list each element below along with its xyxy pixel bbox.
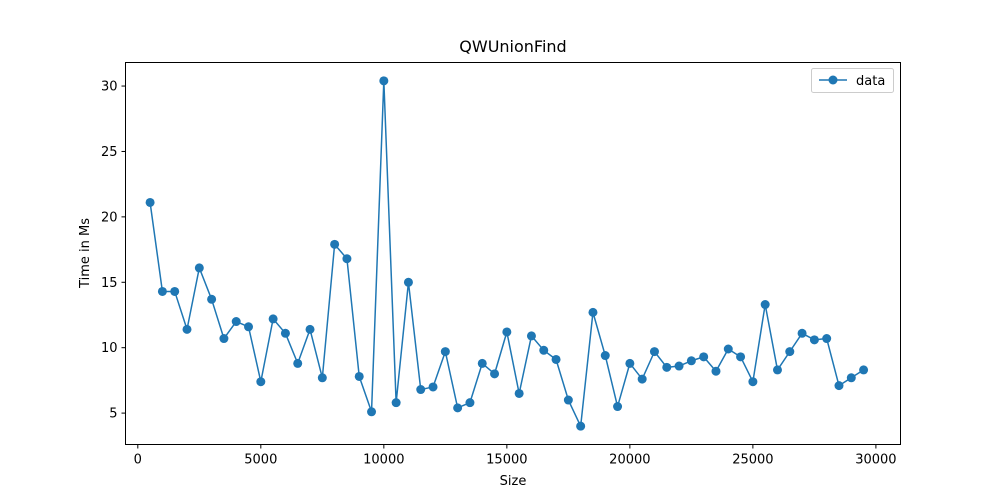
x-tick-label: 5000 <box>244 453 277 468</box>
data-point <box>182 324 192 334</box>
data-point <box>674 361 684 371</box>
data-point <box>613 402 623 412</box>
y-tick-label: 20 <box>101 210 118 225</box>
data-point <box>330 239 340 249</box>
data-point <box>859 365 869 375</box>
data-point <box>846 373 856 383</box>
data-point <box>453 403 463 413</box>
data-point <box>785 347 795 357</box>
data-point <box>649 347 659 357</box>
x-axis-label: Size <box>500 474 527 489</box>
data-point <box>293 358 303 368</box>
data-point <box>822 334 832 344</box>
data-point <box>490 369 500 379</box>
data-point <box>625 358 635 368</box>
data-point <box>514 388 524 398</box>
y-tick-label: 15 <box>101 276 118 291</box>
data-point <box>662 362 672 372</box>
data-point <box>686 356 696 366</box>
data-point <box>367 407 377 417</box>
y-axis-ticks: 5 10 15 20 25 30 <box>101 80 126 422</box>
data-point <box>440 347 450 357</box>
data-point <box>317 373 327 383</box>
data-point <box>539 345 549 355</box>
x-tick-label: 10000 <box>363 453 404 468</box>
series-layer <box>145 76 869 431</box>
data-point <box>268 314 278 324</box>
y-tick-label: 30 <box>101 80 118 95</box>
data-point <box>428 382 438 392</box>
data-point <box>231 317 241 327</box>
x-tick-label: 30000 <box>855 453 896 468</box>
data-point <box>391 398 401 408</box>
data-point <box>551 354 561 364</box>
data-point <box>207 294 217 304</box>
data-point <box>219 334 229 344</box>
data-point <box>170 286 180 296</box>
data-point <box>809 335 819 345</box>
data-point <box>305 324 315 334</box>
data-point <box>416 385 426 395</box>
data-point <box>797 328 807 338</box>
x-axis-ticks: 0 5000 10000 15000 20000 25000 30000 <box>134 444 897 468</box>
y-tick-label: 10 <box>101 341 118 356</box>
legend: data <box>811 68 894 93</box>
data-point <box>699 352 709 362</box>
data-point <box>711 366 721 376</box>
x-tick-label: 0 <box>134 453 142 468</box>
data-point <box>145 197 155 207</box>
data-point <box>502 327 512 337</box>
data-point <box>772 365 782 375</box>
x-tick-label: 15000 <box>486 453 527 468</box>
data-point <box>723 344 733 354</box>
data-point <box>760 300 770 310</box>
data-point <box>834 381 844 391</box>
data-point <box>637 374 647 384</box>
legend-box <box>811 68 894 93</box>
data-point <box>477 358 487 368</box>
data-point <box>465 398 475 408</box>
plot-frame <box>125 62 901 445</box>
data-point <box>379 76 389 86</box>
data-point <box>736 352 746 362</box>
data-point <box>256 377 266 387</box>
x-tick-label: 20000 <box>609 453 650 468</box>
data-point <box>403 277 413 287</box>
data-point <box>157 286 167 296</box>
legend-marker-sample <box>828 75 838 85</box>
y-axis-label: Time in Ms <box>78 218 93 289</box>
data-point <box>354 371 364 381</box>
legend-entry-data: data <box>856 74 885 89</box>
data-point <box>526 331 536 341</box>
data-point <box>748 377 758 387</box>
data-point <box>342 254 352 264</box>
data-point <box>563 395 573 405</box>
data-point <box>280 328 290 338</box>
y-tick-label: 5 <box>109 407 117 422</box>
data-point <box>576 421 586 431</box>
y-tick-label: 25 <box>101 145 118 160</box>
data-point <box>194 263 204 273</box>
chart-title: QWUnionFind <box>459 37 566 56</box>
data-point <box>244 322 254 332</box>
data-point <box>600 351 610 361</box>
x-tick-label: 25000 <box>732 453 773 468</box>
data-point <box>588 307 598 317</box>
